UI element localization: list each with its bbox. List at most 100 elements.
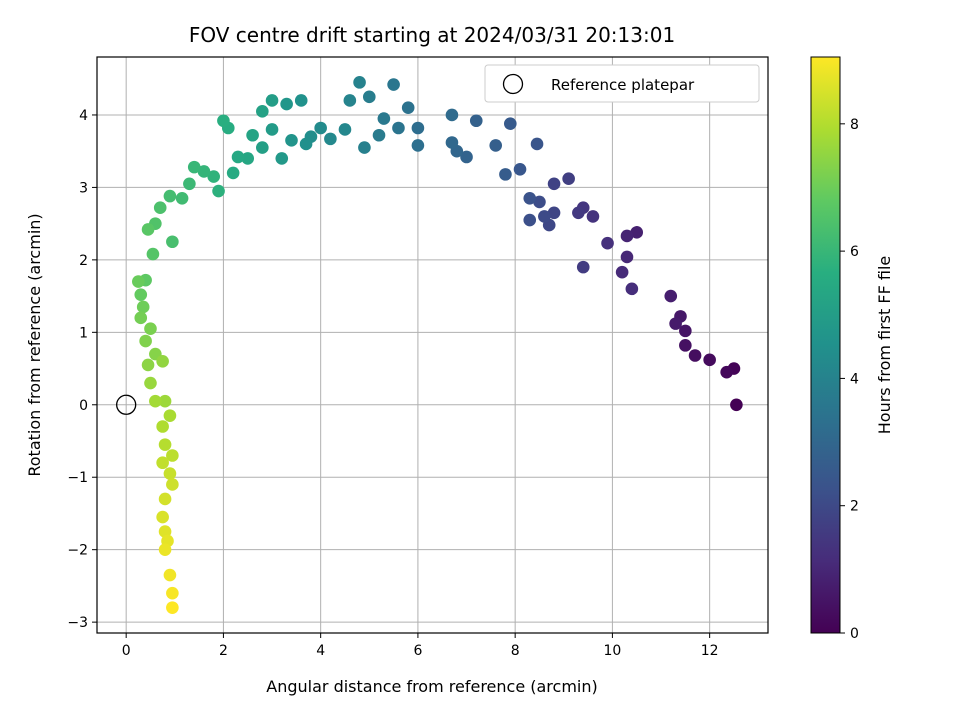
data-point xyxy=(586,210,600,223)
data-point xyxy=(132,275,145,288)
y-axis-ticks: −3 −2 −1 0 1 2 3 4 xyxy=(67,108,97,631)
data-point xyxy=(149,394,162,408)
colorbar-tick-label: 2 xyxy=(850,499,859,515)
data-point xyxy=(523,191,537,205)
data-point xyxy=(489,139,503,152)
x-tick-label: 6 xyxy=(413,643,422,659)
data-point xyxy=(353,76,366,89)
data-point xyxy=(256,141,269,154)
data-point xyxy=(314,121,327,135)
data-point xyxy=(158,492,172,506)
data-point xyxy=(679,339,692,352)
data-point xyxy=(324,132,337,146)
data-point xyxy=(163,568,177,582)
data-point xyxy=(720,365,733,379)
data-point xyxy=(338,123,352,136)
chart-title: FOV centre drift starting at 2024/03/31 … xyxy=(189,23,675,47)
grid-lines xyxy=(97,57,768,633)
data-point xyxy=(256,105,269,118)
data-point xyxy=(538,210,551,223)
data-point xyxy=(730,398,743,412)
data-point xyxy=(343,94,357,107)
data-point xyxy=(445,108,459,122)
data-point xyxy=(411,139,425,152)
data-point xyxy=(533,195,546,209)
data-point xyxy=(445,136,459,149)
data-point xyxy=(362,90,376,104)
data-point xyxy=(703,353,716,367)
data-point xyxy=(134,288,148,301)
data-point xyxy=(664,289,678,303)
data-point xyxy=(136,300,150,314)
data-point xyxy=(166,478,179,491)
legend-box xyxy=(484,64,760,103)
data-point xyxy=(163,467,177,480)
data-point xyxy=(372,128,386,142)
data-point xyxy=(212,184,225,198)
data-point xyxy=(275,152,289,165)
data-point xyxy=(241,152,255,165)
data-point xyxy=(144,376,157,390)
data-point xyxy=(166,586,179,600)
data-point xyxy=(358,141,371,154)
data-point xyxy=(156,456,169,470)
data-point xyxy=(183,177,196,191)
data-point xyxy=(620,250,634,264)
colorbar-tick-label: 4 xyxy=(850,371,859,387)
data-point xyxy=(530,137,544,151)
data-point xyxy=(547,177,561,191)
data-point xyxy=(163,409,177,422)
data-point xyxy=(280,97,293,111)
colorbar-tick-label: 8 xyxy=(850,117,859,133)
data-point xyxy=(630,226,644,239)
data-point xyxy=(499,168,512,181)
x-tick-label: 4 xyxy=(316,643,325,659)
data-point xyxy=(141,358,155,372)
data-point xyxy=(377,112,391,125)
data-point xyxy=(141,223,155,236)
data-point xyxy=(615,265,629,279)
data-point xyxy=(226,166,240,180)
data-point xyxy=(265,94,279,107)
x-axis-ticks: 0 2 4 6 8 10 12 xyxy=(122,633,719,659)
data-point xyxy=(187,160,201,174)
data-point xyxy=(158,438,172,451)
data-point xyxy=(547,206,561,220)
data-point xyxy=(513,163,527,176)
data-point xyxy=(207,170,220,183)
y-tick-label: −2 xyxy=(67,543,88,559)
data-point xyxy=(523,213,537,227)
data-point xyxy=(231,150,245,164)
y-tick-label: 4 xyxy=(79,108,88,124)
data-point xyxy=(156,510,169,524)
x-tick-label: 10 xyxy=(603,643,621,659)
x-tick-label: 8 xyxy=(511,643,520,659)
data-point xyxy=(166,601,179,614)
x-tick-label: 12 xyxy=(701,643,719,659)
y-tick-label: 1 xyxy=(79,325,88,341)
data-point xyxy=(175,191,189,205)
data-point xyxy=(688,349,702,362)
data-point xyxy=(387,78,400,91)
data-point xyxy=(163,189,177,203)
data-point xyxy=(576,260,590,274)
data-point xyxy=(144,322,157,335)
colorbar xyxy=(810,56,841,634)
legend-marker-icon xyxy=(502,73,524,95)
colorbar-tick-label: 0 xyxy=(850,626,859,642)
colorbar-label: Hours from first FF file xyxy=(875,256,894,435)
data-points xyxy=(132,76,743,614)
data-point xyxy=(572,206,585,220)
data-point xyxy=(156,355,169,368)
data-point xyxy=(562,172,575,186)
x-axis-label: Angular distance from reference (arcmin) xyxy=(266,677,597,696)
y-tick-label: 0 xyxy=(79,398,88,414)
data-point xyxy=(620,229,634,243)
data-point xyxy=(158,525,172,538)
colorbar-tick-label: 6 xyxy=(850,244,859,260)
data-point xyxy=(146,247,160,261)
data-point xyxy=(299,137,313,151)
x-tick-label: 0 xyxy=(122,643,131,659)
data-point xyxy=(246,128,259,142)
